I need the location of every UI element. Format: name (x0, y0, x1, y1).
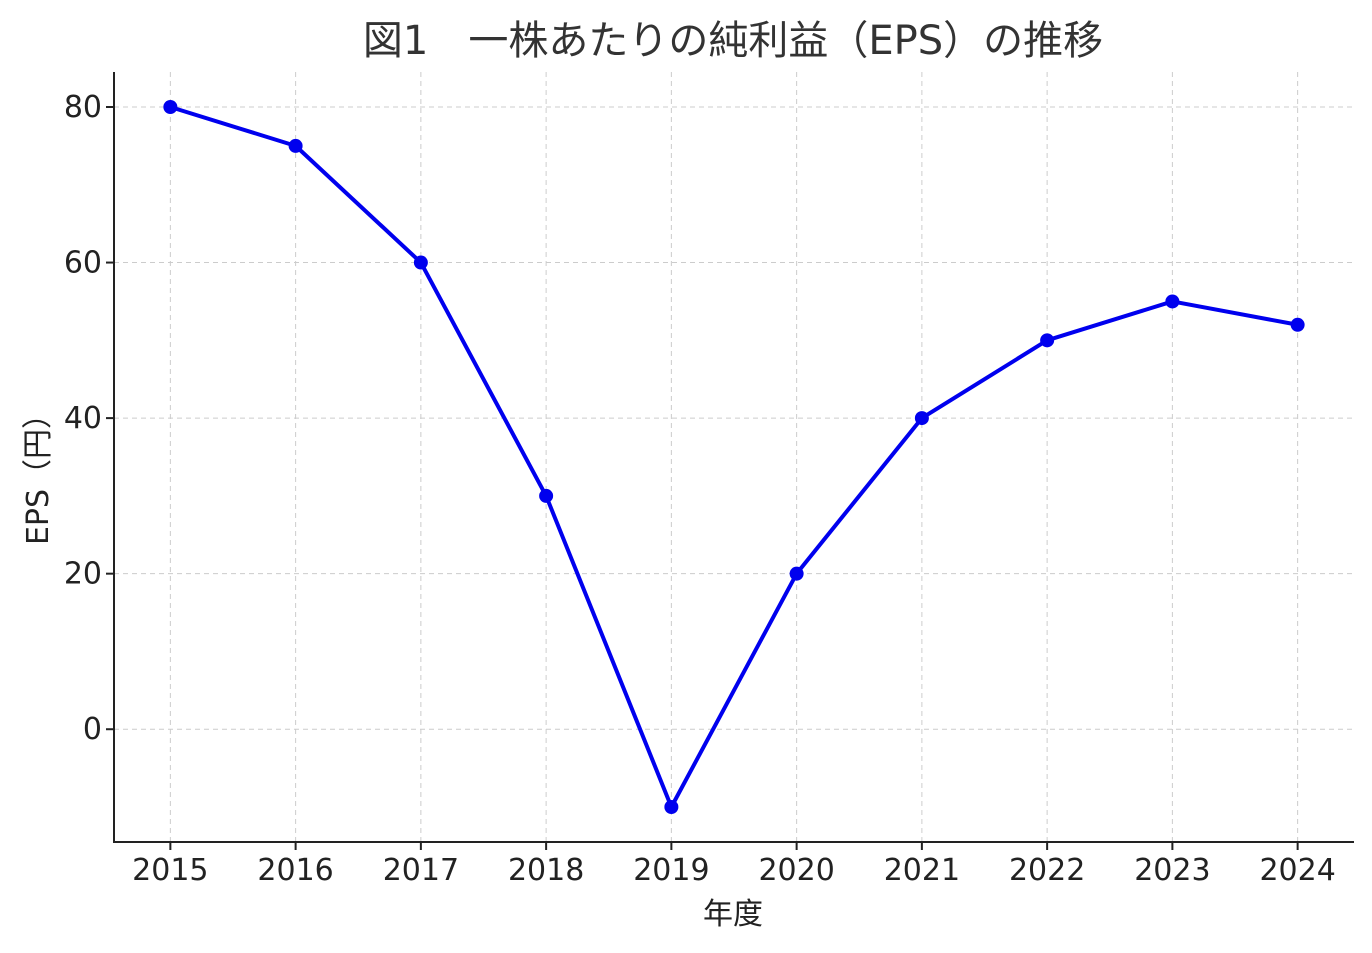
data-point (1165, 294, 1180, 309)
y-axis-ticks: 0 20 40 60 80 (64, 90, 114, 747)
chart-title: 図1 一株あたりの純利益（EPS）の推移 (363, 18, 1103, 64)
x-tick-label: 2019 (633, 853, 709, 888)
data-point (413, 255, 428, 270)
x-tick-label: 2018 (508, 853, 584, 888)
y-tick-label: 20 (64, 557, 102, 592)
x-tick-label: 2015 (132, 853, 208, 888)
y-tick-label: 0 (83, 712, 102, 747)
x-tick-label: 2022 (1009, 853, 1085, 888)
data-point (1040, 333, 1055, 348)
series-line (169, 105, 1299, 809)
data-point (288, 138, 303, 153)
data-point (163, 100, 178, 114)
y-tick-label: 60 (64, 246, 102, 281)
x-tick-label: 2024 (1259, 853, 1335, 888)
series-group (163, 100, 1305, 814)
data-point (539, 488, 554, 503)
x-tick-label: 2017 (383, 853, 459, 888)
axes (113, 72, 1354, 843)
y-tick-label: 40 (64, 401, 102, 436)
x-axis-ticks: 2015 2016 2017 2018 2019 2020 2021 2022 2023 2024 (132, 842, 1336, 888)
y-axis-label: EPS（円） (21, 399, 56, 545)
y-tick-label: 80 (64, 90, 102, 125)
x-tick-label: 2016 (257, 853, 333, 888)
x-tick-label: 2020 (758, 853, 834, 888)
data-point (914, 411, 929, 426)
data-point (664, 800, 679, 814)
x-tick-label: 2021 (884, 853, 960, 888)
grid (114, 72, 1354, 842)
data-point (789, 566, 804, 581)
x-axis-label: 年度 (703, 897, 763, 932)
data-point (1290, 317, 1305, 332)
x-tick-label: 2023 (1134, 853, 1210, 888)
